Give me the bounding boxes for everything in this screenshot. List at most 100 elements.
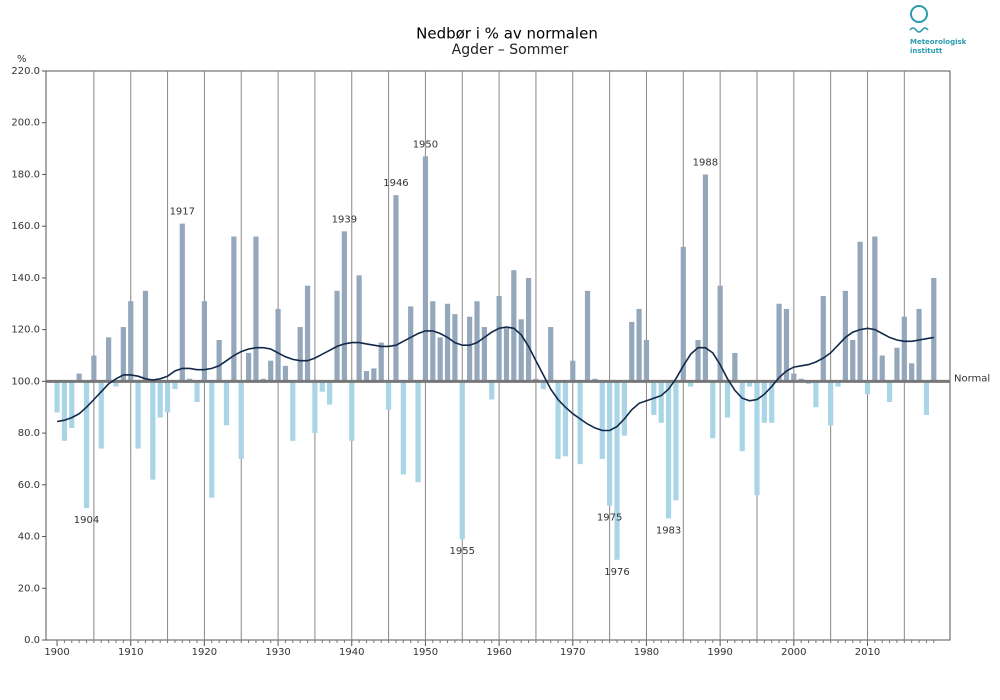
- bar: [268, 360, 274, 382]
- bar: [842, 290, 848, 382]
- x-tick-label: 2010: [855, 647, 880, 658]
- logo: Meteorologisk institutt: [909, 5, 967, 55]
- annotation: 1983: [656, 525, 681, 536]
- bar: [164, 381, 171, 413]
- bar: [621, 381, 627, 436]
- bar: [54, 381, 60, 413]
- bar: [791, 373, 797, 382]
- bar: [172, 381, 178, 390]
- chart-subtitle: Agder – Sommer: [452, 42, 569, 58]
- x-tick-label: 1950: [413, 647, 438, 658]
- bar: [584, 290, 591, 382]
- bar: [894, 347, 900, 382]
- bar: [120, 327, 126, 382]
- bar: [430, 301, 436, 382]
- y-tick-label: 20.0: [18, 583, 40, 594]
- bar: [128, 301, 134, 382]
- bar: [91, 355, 97, 382]
- bar: [813, 381, 819, 408]
- annotation: 1950: [413, 139, 438, 150]
- x-tick-label: 1980: [634, 647, 659, 658]
- annotation: 1917: [170, 207, 195, 218]
- bar: [857, 241, 863, 382]
- y-tick-label: 40.0: [18, 532, 40, 543]
- bar: [916, 308, 922, 382]
- bar: [879, 355, 885, 382]
- bar: [665, 381, 672, 519]
- bar: [828, 381, 834, 426]
- bar: [209, 381, 215, 498]
- annotation: 1904: [74, 515, 99, 526]
- bar: [511, 270, 517, 382]
- bar: [599, 381, 605, 459]
- bar: [864, 381, 871, 395]
- bar: [754, 381, 760, 496]
- bar: [680, 246, 686, 382]
- bar: [142, 290, 149, 382]
- bar: [931, 277, 937, 382]
- x-tick-label: 1960: [486, 647, 511, 658]
- bar: [909, 363, 915, 382]
- bar: [69, 381, 75, 428]
- bar: [459, 381, 465, 540]
- bar: [201, 301, 208, 382]
- bar: [363, 371, 370, 382]
- bar: [444, 303, 451, 382]
- y-tick-label: 100.0: [11, 376, 40, 387]
- bar: [341, 231, 347, 382]
- bar: [223, 381, 230, 426]
- bar: [739, 381, 745, 452]
- bar: [688, 381, 694, 387]
- annotation: 1976: [604, 567, 629, 578]
- bar: [157, 381, 163, 418]
- bar: [776, 303, 782, 382]
- y-tick-label: 140.0: [11, 273, 40, 284]
- bar: [231, 236, 237, 382]
- y-tick-label: 180.0: [11, 169, 40, 180]
- x-tick-label: 1910: [118, 647, 143, 658]
- baseline-label: Normal: [954, 373, 990, 384]
- bar: [717, 285, 723, 382]
- trend-line: [56, 326, 934, 432]
- bar: [452, 314, 458, 382]
- bar: [489, 381, 495, 400]
- y-tick-label: 200.0: [11, 118, 40, 129]
- annotation: 1975: [597, 513, 622, 524]
- bar: [724, 381, 731, 418]
- bar: [525, 277, 532, 382]
- bar: [253, 236, 259, 382]
- x-tick-label: 1900: [44, 647, 69, 658]
- bar: [319, 381, 325, 392]
- y-tick-label: 60.0: [18, 480, 40, 491]
- bar: [783, 308, 790, 382]
- bar: [518, 319, 524, 382]
- x-tick-label: 1930: [265, 647, 290, 658]
- bar: [614, 381, 620, 560]
- logo-text: institutt: [910, 47, 943, 55]
- plot-frame: [45, 70, 951, 641]
- y-tick-label: 0.0: [24, 635, 40, 646]
- bar: [607, 381, 613, 506]
- bar: [872, 236, 878, 382]
- bar: [769, 381, 775, 423]
- bar: [106, 337, 112, 382]
- bar: [467, 316, 473, 382]
- bar: [385, 381, 392, 410]
- annotation: 1946: [383, 178, 408, 189]
- logo-circle: [910, 5, 928, 23]
- bar: [312, 381, 318, 434]
- bar: [150, 381, 156, 480]
- bar: [577, 381, 583, 465]
- bar: [304, 285, 311, 382]
- bar: [349, 381, 355, 441]
- bar: [290, 381, 296, 441]
- bar: [673, 381, 679, 501]
- bar: [113, 381, 119, 387]
- bar: [76, 373, 82, 382]
- bar: [238, 381, 244, 459]
- bar: [297, 327, 303, 382]
- y-tick-label: 80.0: [18, 428, 40, 439]
- bar: [636, 308, 642, 382]
- bar: [98, 381, 104, 449]
